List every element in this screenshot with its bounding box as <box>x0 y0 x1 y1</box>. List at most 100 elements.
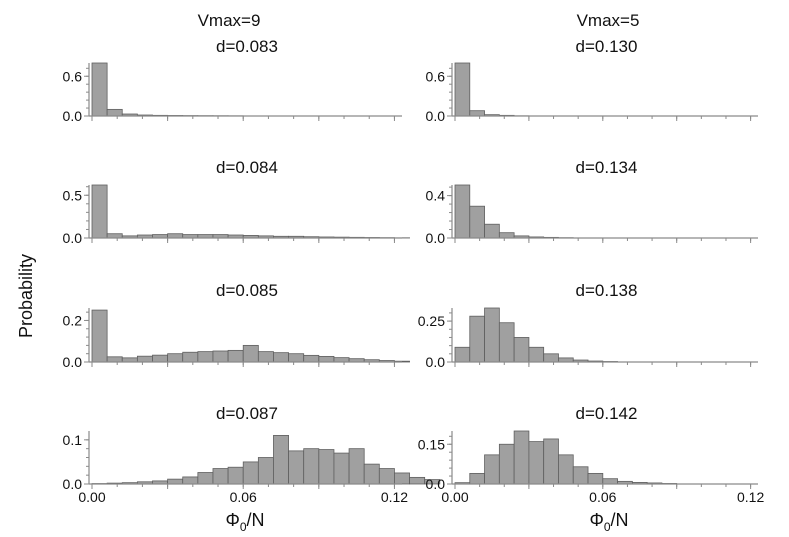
histogram-bar <box>257 351 274 363</box>
x-axis-title-right: Φ0/N <box>589 510 628 534</box>
histogram-bar <box>484 307 500 363</box>
histogram-bar <box>106 356 123 363</box>
column-title-vmax-5: Vmax=5 <box>577 11 640 30</box>
x-tick-label: 0.06 <box>589 489 616 505</box>
histogram-bar <box>273 435 289 485</box>
histogram-bar <box>121 357 138 363</box>
x-axis-title-left: Φ0/N <box>225 510 264 534</box>
histogram-bar <box>242 461 259 485</box>
histogram-bar <box>469 110 485 117</box>
histogram-bar <box>409 476 426 485</box>
y-tick-label: 0.5 <box>63 187 83 203</box>
histogram-bar <box>558 454 574 485</box>
y-tick-label: 0.0 <box>63 354 83 370</box>
y-tick-label: 0.6 <box>426 68 446 84</box>
histogram-bar <box>273 352 289 363</box>
histogram-bar <box>303 354 320 363</box>
histogram-panel: d=0.084 0.0 0.5 <box>63 158 410 246</box>
x-axis-title-subscript: 0 <box>240 520 247 534</box>
y-tick-label: 0.6 <box>63 68 83 84</box>
histogram-panel: d=0.087 0.00 0.06 0.12 0.0 0.1 <box>63 404 441 505</box>
y-tick-label: 0.2 <box>63 312 83 328</box>
histogram-panel: d=0.142 0.00 0.06 0.12 0.0 0.15 <box>418 404 765 505</box>
panel-title: d=0.085 <box>216 281 278 300</box>
histogram-bar <box>212 350 229 363</box>
y-tick-label: 0.0 <box>63 230 83 246</box>
y-tick-label: 0.4 <box>426 188 446 204</box>
histogram-bar <box>91 184 108 239</box>
histogram-bar <box>498 443 515 485</box>
histogram-bar <box>136 355 153 363</box>
y-tick-label: 0.0 <box>63 476 83 492</box>
histogram-bar <box>182 476 199 485</box>
histogram-bar <box>288 450 305 485</box>
histogram-bar <box>167 478 184 485</box>
y-tick-label: 0.0 <box>426 108 446 124</box>
histogram-bar <box>363 463 380 485</box>
histogram-bar <box>513 337 530 363</box>
x-axis-title-tail: /N <box>611 510 629 530</box>
x-tick-label: 0.00 <box>441 489 468 505</box>
histogram-bar <box>91 309 108 363</box>
histogram-bar <box>572 466 589 485</box>
y-tick-label: 0.0 <box>426 354 446 370</box>
histogram-bar <box>424 479 441 485</box>
x-tick-label: 0.06 <box>230 489 257 505</box>
histogram-bar <box>602 478 618 485</box>
histogram-bar <box>454 62 471 117</box>
histogram-bar <box>227 466 244 485</box>
panel-title: d=0.083 <box>216 37 278 56</box>
panel-title: d=0.084 <box>216 158 278 177</box>
x-tick-label: 0.12 <box>381 489 408 505</box>
histogram-bar <box>152 354 169 363</box>
histogram-panel: d=0.134 0.0 0.4 <box>426 158 758 246</box>
histogram-bar <box>454 346 471 363</box>
y-tick-label: 0.1 <box>63 432 83 448</box>
histogram-bar <box>484 223 500 239</box>
histogram-bar <box>318 355 335 363</box>
histogram-bar <box>333 357 350 363</box>
histogram-bar <box>257 457 274 485</box>
histogram-bar <box>498 232 515 239</box>
histogram-bar <box>106 108 123 117</box>
y-tick-label: 0.0 <box>426 230 446 246</box>
y-tick-label: 0.15 <box>418 436 445 452</box>
histogram-bar <box>288 353 305 363</box>
histogram-bar <box>394 472 410 485</box>
histogram-bar <box>528 441 545 485</box>
histogram-bar <box>587 472 604 485</box>
panel-title: d=0.087 <box>216 404 278 423</box>
x-axis-title-subscript: 0 <box>604 520 611 534</box>
histogram-bar <box>242 344 259 363</box>
histogram-bar <box>528 346 545 363</box>
x-tick-label: 0.12 <box>737 489 764 505</box>
panel-title: d=0.142 <box>576 404 638 423</box>
histogram-bar <box>106 233 123 239</box>
histogram-bar <box>543 353 559 363</box>
histogram-bar <box>333 452 350 485</box>
x-axis-title-tail: /N <box>247 510 265 530</box>
y-axis-title: Probability <box>16 254 36 338</box>
histogram-bar <box>318 449 335 485</box>
histogram-bar <box>303 448 320 485</box>
histogram-bar <box>469 472 485 485</box>
histogram-bar <box>348 448 365 485</box>
y-tick-label: 0.0 <box>426 476 446 492</box>
histogram-panel: d=0.083 0.0 0.6 <box>63 37 402 124</box>
x-axis-title-phi: Φ <box>225 510 239 530</box>
column-title-vmax-9: Vmax=9 <box>198 11 261 30</box>
histogram-panel: d=0.130 0.0 0.6 <box>426 37 758 124</box>
x-axis-title-phi: Φ <box>589 510 603 530</box>
histogram-bar <box>543 438 559 485</box>
histogram-bar <box>197 472 214 485</box>
histogram-panel: d=0.085 0.0 0.2 <box>63 281 410 370</box>
histogram-bar <box>513 430 530 485</box>
x-tick-label: 0.00 <box>78 489 105 505</box>
histogram-bar <box>469 315 485 363</box>
histogram-bar <box>484 454 500 485</box>
panel-title: d=0.130 <box>576 37 638 56</box>
histogram-bar <box>91 62 108 117</box>
histogram-bar <box>167 353 184 363</box>
histogram-bar <box>558 357 574 363</box>
